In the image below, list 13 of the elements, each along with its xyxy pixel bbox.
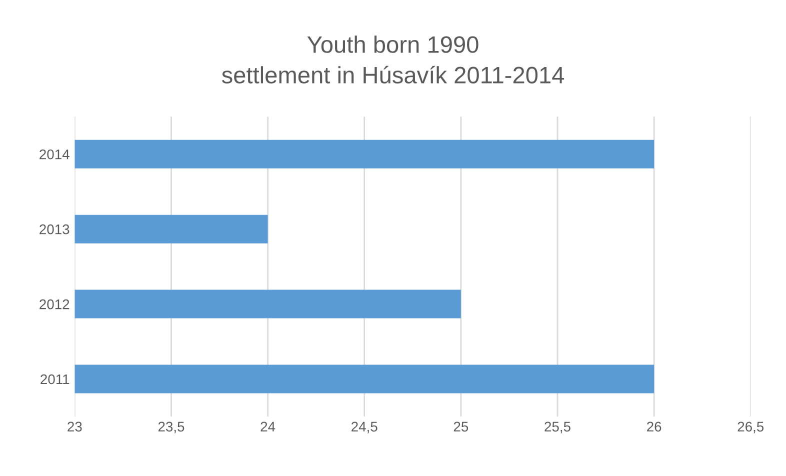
x-tick-label: 23 [68,422,82,432]
x-tick-label: 24,5 [352,422,378,434]
y-tick-label: 2011 [40,374,70,384]
x-tick-label: 25,5 [544,422,570,434]
x-tick-label: 23,5 [158,422,184,434]
y-tick-label: 2012 [40,299,70,310]
x-tick-label: 26,5 [738,422,764,434]
y-tick-label: 2013 [40,224,70,234]
x-tick-label: 24 [260,422,276,432]
y-tick-label: 2014 [40,149,70,160]
chart-title: Youth born 1990 settlement in Húsavík 2011-2014 [222,36,564,84]
x-tick-label: 26 [647,422,662,432]
x-tick-label: 25 [454,422,468,432]
